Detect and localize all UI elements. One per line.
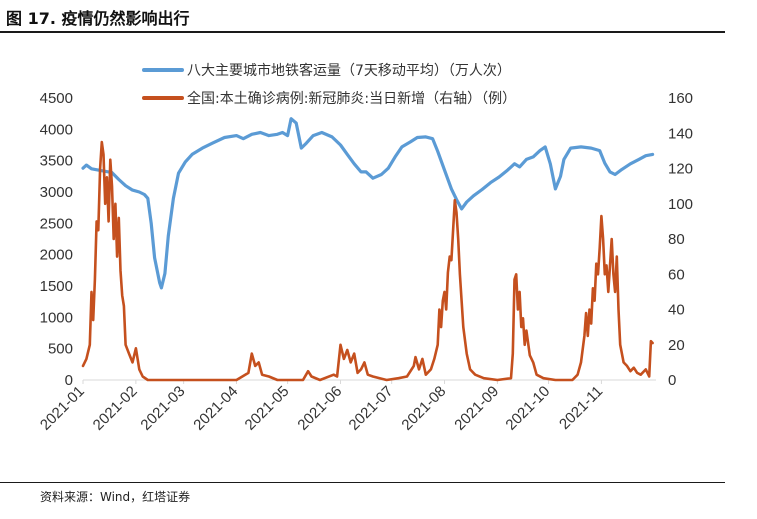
y-right-tick-label: 140 (668, 125, 693, 142)
y-right-tick-label: 20 (668, 337, 685, 354)
y-right-tick-label: 0 (668, 372, 676, 389)
figure-title: 图 17. 疫情仍然影响出行 (6, 9, 190, 28)
y-right-tick-label: 100 (668, 196, 693, 213)
legend-label: 八大主要城市地铁客运量（7天移动平均）（万人次） (187, 62, 511, 79)
y-right-tick-label: 160 (668, 90, 693, 107)
figure-title-bar: 图 17. 疫情仍然影响出行 (0, 0, 725, 34)
y-right-tick-label: 120 (668, 161, 693, 178)
x-tick-label: 2021-09 (451, 383, 502, 434)
y-left-tick-label: 1000 (40, 309, 73, 326)
x-tick-label: 2021-03 (137, 383, 188, 434)
legend: 八大主要城市地铁客运量（7天移动平均）（万人次） 全国:本土确诊病例:新冠肺炎:当… (142, 62, 516, 107)
y-right-tick-label: 60 (668, 266, 685, 283)
source-note: 资料来源：Wind，红塔证券 (40, 490, 191, 504)
y-left-tick-label: 4500 (40, 90, 73, 107)
source-divider (0, 482, 725, 483)
y-left-tick-label: 1500 (40, 278, 73, 295)
y-left-tick-label: 3500 (40, 153, 73, 170)
chart: 八大主要城市地铁客运量（7天移动平均）（万人次） 全国:本土确诊病例:新冠肺炎:当… (37, 62, 693, 434)
y-left-tick-label: 4000 (40, 121, 73, 138)
y-left-tick-label: 2000 (40, 247, 73, 264)
x-tick-label: 2021-01 (37, 383, 88, 434)
series-line-metro (81, 117, 655, 290)
legend-label: 全国:本土确诊病例:新冠肺炎:当日新增（右轴）（例） (187, 90, 516, 107)
x-tick-label: 2021-04 (190, 383, 241, 434)
y-left-tick-label: 3000 (40, 184, 73, 201)
y-left-tick-label: 2500 (40, 215, 73, 232)
y-left-tick-label: 500 (48, 341, 73, 358)
x-tick-label: 2021-07 (346, 383, 397, 434)
x-tick-label: 2021-05 (242, 383, 293, 434)
y-right-tick-label: 80 (668, 231, 685, 248)
y-right-tick-label: 40 (668, 302, 685, 319)
x-tick-label: 2021-06 (294, 383, 345, 434)
x-tick-label: 2021-11 (556, 383, 606, 433)
axes: 0 500 1000 1500 2000 2500 3000 3500 4000 4500 0 20 4… (37, 90, 693, 434)
x-tick-label: 2021-02 (90, 383, 141, 434)
x-tick-label: 2021-10 (502, 383, 553, 434)
title-divider (0, 31, 725, 33)
x-tick-label: 2021-08 (398, 383, 449, 434)
plot-area (81, 117, 655, 382)
series-line-cases (81, 140, 654, 382)
y-left-tick-label: 0 (65, 372, 73, 389)
